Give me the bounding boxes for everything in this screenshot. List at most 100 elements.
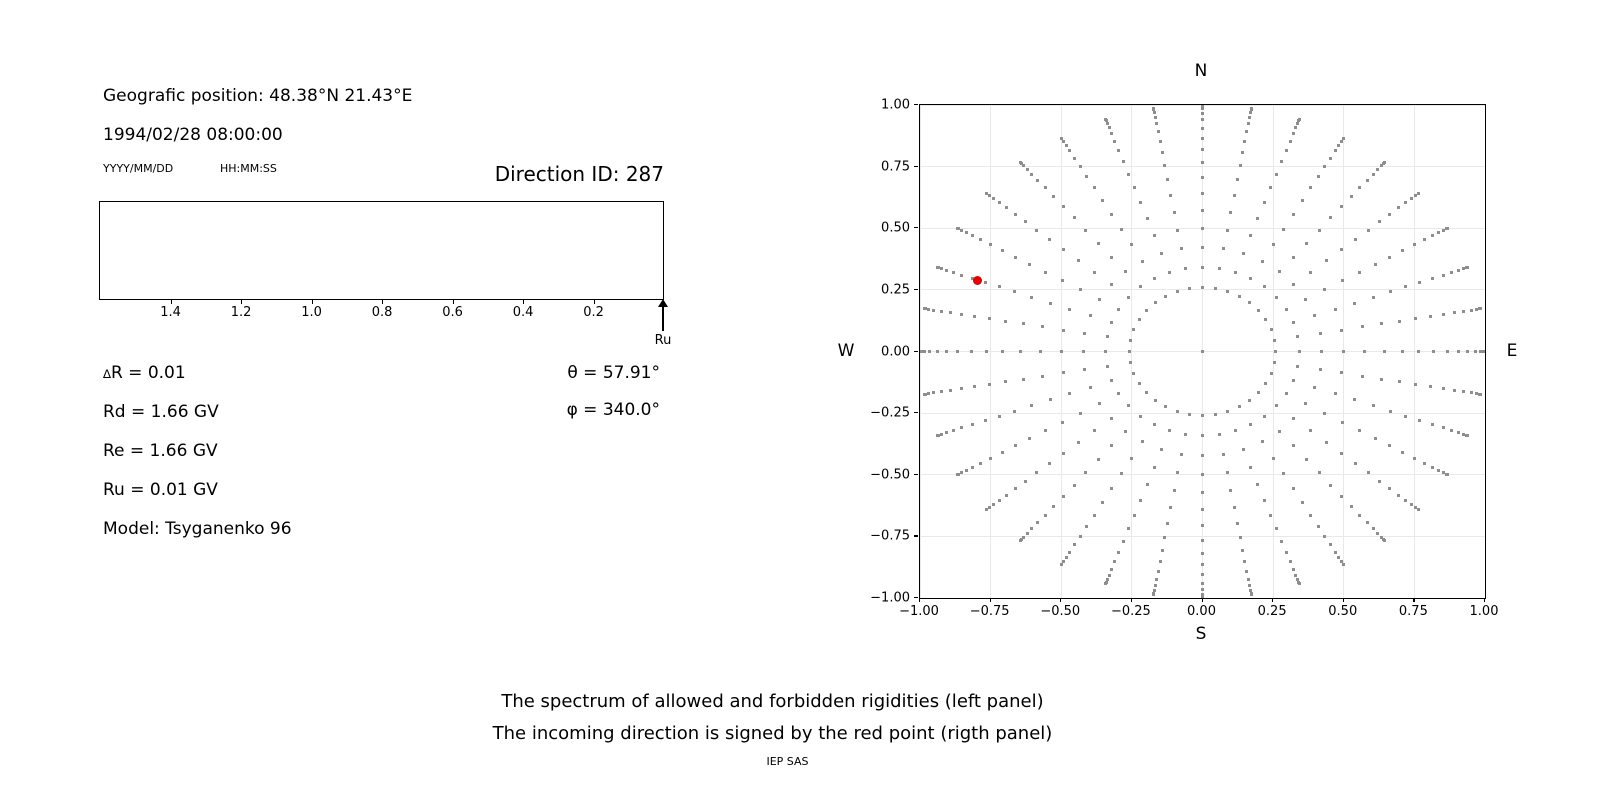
direction-grid-dot <box>1349 195 1353 199</box>
direction-grid-dot <box>948 311 952 315</box>
gridline-horizontal <box>920 535 1485 537</box>
direction-x-tick <box>919 598 921 602</box>
direction-grid-dot <box>1410 196 1414 200</box>
direction-grid-dot <box>1329 216 1333 220</box>
direction-grid-dot <box>1154 301 1157 305</box>
direction-grid-dot <box>1474 392 1478 396</box>
direction-grid-dot <box>1117 392 1121 396</box>
direction-grid-dot <box>1130 456 1134 460</box>
direction-grid-dot <box>1156 570 1160 573</box>
direction-grid-dot <box>1329 543 1333 547</box>
direction-grid-dot <box>1382 350 1386 353</box>
direction-x-tick <box>1130 598 1133 602</box>
direction-grid-dot <box>983 419 987 423</box>
direction-grid-dot <box>1457 350 1461 353</box>
direction-grid-dot <box>1088 385 1092 389</box>
direction-grid-dot <box>1237 294 1241 298</box>
direction-y-tick <box>914 473 918 475</box>
direction-grid-dot <box>1201 595 1204 598</box>
direction-grid-dot <box>1401 249 1405 253</box>
direction-grid-dot <box>1036 178 1040 182</box>
direction-grid-dot <box>1184 266 1188 270</box>
direction-grid-dot <box>971 276 975 280</box>
direction-grid-dot <box>1061 139 1065 143</box>
direction-grid-dot <box>1097 297 1101 301</box>
direction-grid-dot <box>960 471 964 475</box>
direction-grid-dot <box>1238 535 1242 539</box>
direction-grid-dot <box>1304 297 1308 301</box>
direction-grid-dot <box>1158 139 1162 143</box>
direction-grid-dot <box>1264 318 1268 322</box>
direction-x-tick <box>1342 598 1344 602</box>
direction-grid-dot <box>1305 241 1309 245</box>
direction-grid-dot <box>1341 420 1345 424</box>
direction-grid-dot <box>1084 471 1088 475</box>
direction-grid-dot <box>1201 161 1204 165</box>
direction-grid-dot <box>973 385 977 389</box>
direction-grid-dot <box>964 469 968 473</box>
direction-grid-dot <box>1047 237 1051 241</box>
direction-grid-dot <box>1229 210 1233 214</box>
direction-grid-dot <box>1113 140 1117 144</box>
direction-grid-dot <box>1354 462 1358 466</box>
direction-grid-dot <box>1167 270 1171 274</box>
direction-grid-dot <box>1297 580 1301 584</box>
direction-grid-dot <box>1201 491 1204 495</box>
direction-grid-dot <box>1107 126 1111 130</box>
direction-grid-dot <box>1164 405 1168 409</box>
direction-grid-dot <box>1378 220 1382 224</box>
direction-grid-dot <box>1247 578 1251 582</box>
direction-grid-dot <box>1441 228 1445 232</box>
direction-grid-dot <box>1184 433 1188 437</box>
direction-grid-dot <box>1110 378 1114 382</box>
direction-grid-dot <box>1404 498 1408 502</box>
direction-y-tick <box>914 227 918 229</box>
direction-grid-dot <box>1291 212 1295 216</box>
direction-grid-dot <box>1025 532 1029 536</box>
direction-grid-dot <box>1105 364 1109 368</box>
direction-grid-dot <box>1152 465 1156 469</box>
direction-y-tick <box>914 535 918 537</box>
direction-grid-dot <box>1101 199 1105 203</box>
direction-grid-dot <box>1072 483 1076 487</box>
direction-grid-dot <box>1430 276 1434 280</box>
direction-grid-dot <box>1450 270 1454 274</box>
direction-grid-dot <box>936 266 940 269</box>
direction-grid-dot <box>1060 562 1064 566</box>
direction-grid-dot <box>1109 416 1113 420</box>
direction-grid-dot <box>1126 527 1130 531</box>
direction-grid-dot <box>1379 535 1383 539</box>
direction-grid-dot <box>989 243 993 247</box>
direction-grid-dot <box>1188 287 1192 291</box>
direction-grid-dot <box>1296 335 1300 339</box>
direction-grid-dot <box>1294 573 1298 577</box>
direction-grid-dot <box>1284 550 1288 554</box>
direction-grid-dot <box>939 433 943 437</box>
direction-grid-dot <box>1152 234 1156 238</box>
direction-grid-dot <box>1154 578 1158 582</box>
direction-grid-dot <box>1124 429 1128 433</box>
direction-grid-dot <box>1169 193 1173 197</box>
direction-grid-dot <box>1291 444 1295 448</box>
spectrum-x-tick <box>382 299 384 304</box>
direction-grid-dot <box>1466 350 1470 353</box>
direction-grid-dot <box>1141 259 1145 263</box>
direction-grid-dot <box>1271 456 1275 460</box>
direction-grid-dot <box>1128 361 1132 365</box>
direction-grid-dot <box>1137 381 1141 385</box>
direction-grid-dot <box>1249 423 1253 426</box>
direction-grid-dot <box>1318 368 1322 372</box>
direction-grid-dot <box>1428 385 1432 389</box>
direction-grid-dot <box>1088 314 1092 318</box>
direction-grid-dot <box>1096 458 1100 462</box>
direction-grid-dot <box>1117 307 1121 311</box>
direction-grid-dot <box>1341 137 1345 141</box>
direction-grid-dot <box>985 507 989 511</box>
param-theta: θ = 57.91° <box>567 363 660 383</box>
direction-grid-dot <box>1013 487 1017 491</box>
compass-label-north: N <box>1194 61 1208 81</box>
direction-grid-dot <box>1271 243 1275 247</box>
direction-grid-dot <box>1462 433 1466 437</box>
direction-grid-dot <box>1371 172 1375 176</box>
direction-grid-dot <box>1353 398 1357 402</box>
